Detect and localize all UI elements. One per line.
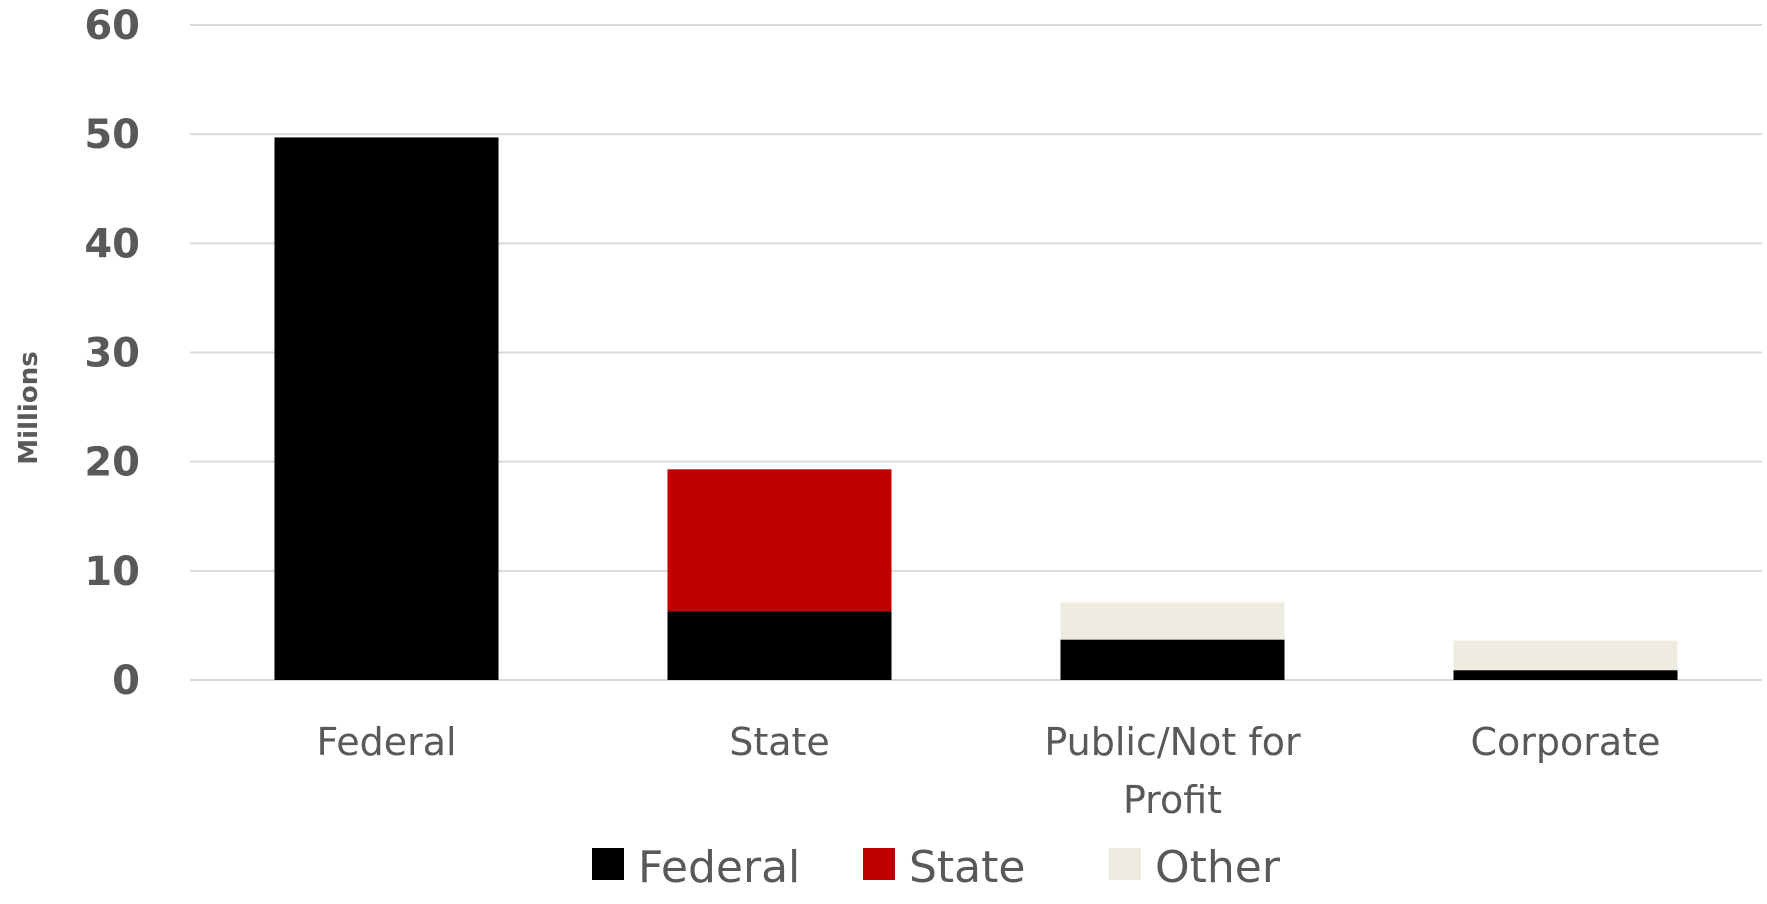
y-tick-label: 40 [84, 221, 140, 267]
x-tick-label: Profit [1123, 778, 1222, 822]
y-tick-label: 30 [84, 331, 140, 377]
bar-segment-federal-2 [1060, 639, 1285, 680]
legend: Federal State Other [592, 842, 1281, 893]
y-axis-label: Millions [14, 351, 44, 464]
x-tick-label: Corporate [1471, 720, 1661, 764]
bar-segment-federal-1 [667, 611, 892, 680]
y-tick-label: 20 [84, 440, 140, 486]
bar-segment-federal-3 [1453, 670, 1678, 680]
legend-swatch-other [1109, 848, 1141, 880]
legend-swatch-federal [592, 848, 624, 880]
legend-label-federal: Federal [638, 842, 800, 893]
legend-label-state: State [909, 842, 1025, 893]
y-tick-label: 0 [112, 658, 140, 704]
x-tick-label: Federal [316, 720, 456, 764]
bar-segment-state-1 [667, 469, 892, 612]
y-tick-label: 10 [84, 549, 140, 595]
bars [274, 137, 1678, 681]
bar-segment-federal-0 [274, 137, 499, 681]
y-tick-label: 60 [84, 3, 140, 49]
y-axis-ticks: 0 10 20 30 40 50 60 [84, 3, 140, 704]
x-tick-label: Public/Not for [1044, 720, 1301, 764]
x-tick-label: State [729, 720, 830, 764]
bar-segment-other-2 [1060, 602, 1285, 640]
x-axis-ticks: Federal State Public/Not for Profit Corporat… [316, 720, 1660, 822]
bar-segment-other-3 [1453, 640, 1678, 671]
legend-label-other: Other [1155, 842, 1281, 893]
legend-swatch-state [863, 848, 895, 880]
y-tick-label: 50 [84, 112, 140, 158]
